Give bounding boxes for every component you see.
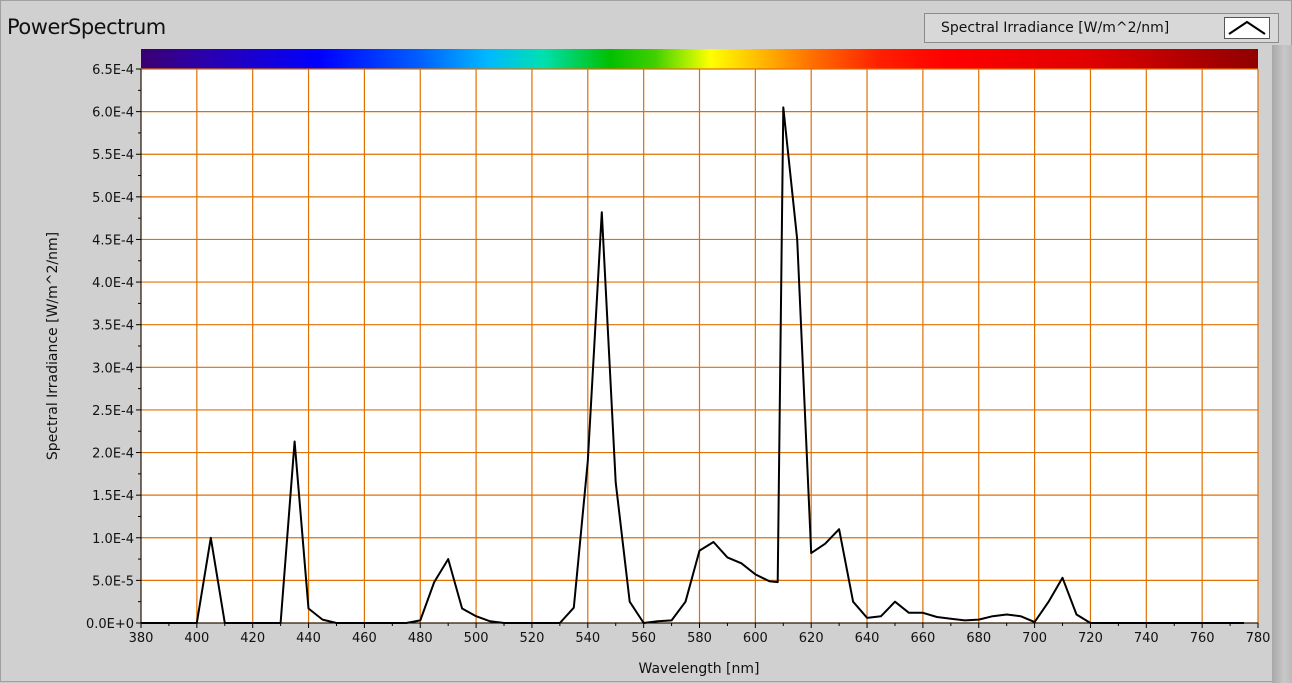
x-tick-label: 720 [1078,631,1103,646]
x-tick-label: 600 [743,631,768,646]
x-tick-label: 480 [408,631,433,646]
y-tick-label: 2.0E-4 [92,447,134,462]
y-tick-label: 1.5E-4 [92,489,134,504]
legend-line-swatch[interactable] [1224,17,1270,39]
tick-labels: 380 400 420 440 460 480 500 520 540 560 580 600 620 6… [86,63,1270,646]
x-tick-label: 460 [352,631,377,646]
y-tick-label: 6.0E-4 [92,106,134,121]
scroll-strip [1272,45,1292,683]
y-axis-title: Spectral Irradiance [W/m^2/nm] [45,232,61,460]
y-tick-label: 4.0E-4 [92,276,134,291]
x-tick-label: 520 [520,631,545,646]
line-style-icon [1228,20,1266,35]
y-tick-label: 5.0E-4 [92,191,134,206]
x-tick-label: 680 [966,631,991,646]
y-tick-label: 3.0E-4 [92,361,134,376]
spectrum-color-band [141,49,1258,69]
y-tick-label: 6.5E-4 [92,63,134,78]
x-tick-label: 640 [855,631,880,646]
y-tick-label: 1.0E-4 [92,532,134,547]
x-tick-label: 780 [1246,631,1271,646]
x-tick-label: 620 [799,631,824,646]
y-tick-label: 3.5E-4 [92,319,134,334]
panel-title: PowerSpectrum [7,15,166,39]
x-tick-label: 380 [129,631,154,646]
x-tick-label: 400 [184,631,209,646]
axes [136,68,1259,628]
x-tick-label: 440 [296,631,321,646]
x-tick-label: 700 [1022,631,1047,646]
grid-lines [140,68,1259,624]
plot-legend[interactable]: Spectral Irradiance [W/m^2/nm] [924,13,1279,43]
x-tick-label: 420 [240,631,265,646]
x-tick-label: 540 [575,631,600,646]
x-axis-title: Wavelength [nm] [639,661,760,677]
y-tick-label: 0.0E+0 [86,617,134,632]
y-tick-label: 5.0E-5 [92,574,134,589]
x-tick-label: 500 [464,631,489,646]
x-tick-label: 580 [687,631,712,646]
x-tick-label: 660 [910,631,935,646]
y-tick-label: 2.5E-4 [92,404,134,419]
series-line-spectral-irradiance [141,106,1244,624]
y-tick-label: 4.5E-4 [92,233,134,248]
legend-series-label: Spectral Irradiance [W/m^2/nm] [941,20,1170,36]
x-tick-label: 760 [1190,631,1215,646]
x-tick-label: 560 [631,631,656,646]
y-tick-label: 5.5E-4 [92,148,134,163]
x-tick-label: 740 [1134,631,1159,646]
